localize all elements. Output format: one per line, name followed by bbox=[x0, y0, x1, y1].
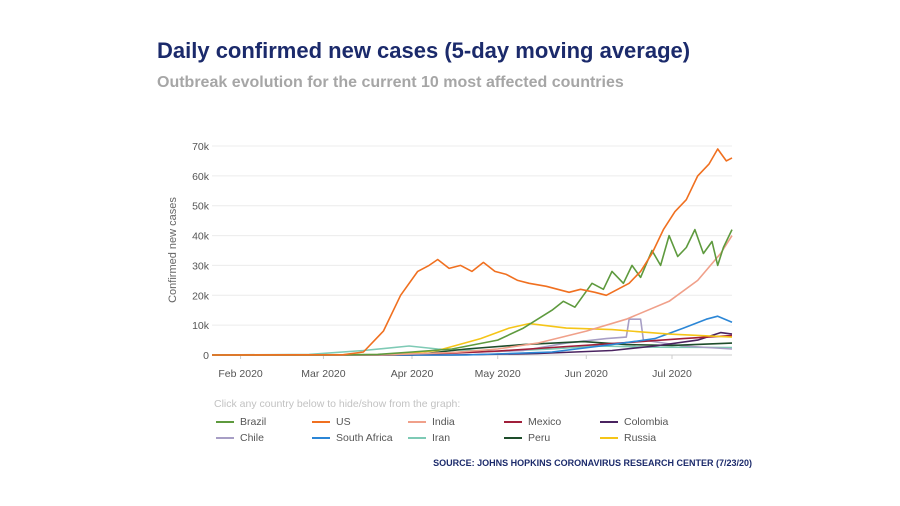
legend-item-iran[interactable]: Iran bbox=[408, 432, 504, 444]
series-line-brazil[interactable] bbox=[212, 228, 733, 356]
legend: Brazil US India Mexico Colombia Chile South Af… bbox=[216, 416, 716, 444]
y-tick-label: 40k bbox=[192, 231, 210, 243]
x-tick-label: Jul 2020 bbox=[652, 368, 692, 380]
series-line-india[interactable] bbox=[212, 235, 733, 356]
legend-label: Peru bbox=[528, 432, 551, 444]
legend-item-us[interactable]: US bbox=[312, 416, 408, 428]
x-tick-label: Jun 2020 bbox=[565, 368, 608, 380]
legend-label: South Africa bbox=[336, 432, 393, 444]
legend-swatch bbox=[504, 437, 522, 439]
legend-item-brazil[interactable]: Brazil bbox=[216, 416, 312, 428]
source-note: SOURCE: JOHNS HOPKINS CORONAVIRUS RESEAR… bbox=[433, 458, 752, 468]
legend-swatch bbox=[408, 421, 426, 423]
legend-item-chile[interactable]: Chile bbox=[216, 432, 312, 444]
legend-swatch bbox=[312, 437, 330, 439]
legend-label: Mexico bbox=[528, 416, 562, 428]
legend-label: Colombia bbox=[624, 416, 669, 428]
y-axis-label: Confirmed new cases bbox=[167, 197, 179, 303]
legend-swatch bbox=[504, 421, 522, 423]
legend-hint: Click any country below to hide/show fro… bbox=[214, 398, 461, 410]
page-subtitle: Outbreak evolution for the current 10 mo… bbox=[157, 74, 624, 91]
legend-swatch bbox=[216, 437, 234, 439]
legend-swatch bbox=[312, 421, 330, 423]
y-tick-label: 50k bbox=[192, 201, 210, 213]
legend-label: Iran bbox=[432, 432, 451, 444]
y-tick-label: 60k bbox=[192, 171, 210, 183]
legend-swatch bbox=[216, 421, 234, 423]
y-tick-label: 20k bbox=[192, 290, 210, 302]
y-tick-label: 70k bbox=[192, 141, 210, 153]
line-chart: 0 10k 20k 30k 40k 50k 60k 70k Feb 2020 Mar 2020 A… bbox=[167, 141, 733, 380]
legend-swatch bbox=[600, 437, 618, 439]
y-tick-label: 10k bbox=[192, 320, 210, 332]
legend-label: Brazil bbox=[240, 416, 267, 428]
x-tick-label: Feb 2020 bbox=[218, 368, 263, 380]
series-line-iran[interactable] bbox=[211, 345, 733, 356]
legend-item-russia[interactable]: Russia bbox=[600, 432, 696, 444]
x-tick-label: Mar 2020 bbox=[301, 368, 346, 380]
page-title: Daily confirmed new cases (5-day moving … bbox=[157, 38, 691, 63]
y-tick-label: 30k bbox=[192, 260, 210, 272]
legend-item-colombia[interactable]: Colombia bbox=[600, 416, 696, 428]
legend-item-peru[interactable]: Peru bbox=[504, 432, 600, 444]
series-line-russia[interactable] bbox=[211, 322, 733, 356]
legend-label: US bbox=[336, 416, 351, 428]
legend-item-mexico[interactable]: Mexico bbox=[504, 416, 600, 428]
x-tick-label: May 2020 bbox=[475, 368, 521, 380]
legend-swatch bbox=[408, 437, 426, 439]
legend-item-india[interactable]: India bbox=[408, 416, 504, 428]
legend-label: Russia bbox=[624, 432, 657, 444]
legend-item-south-africa[interactable]: South Africa bbox=[312, 432, 408, 444]
x-tick-label: Apr 2020 bbox=[391, 368, 434, 380]
series-line-south-africa[interactable] bbox=[212, 315, 733, 356]
legend-label: India bbox=[432, 416, 455, 428]
legend-label: Chile bbox=[240, 432, 264, 444]
y-tick-label: 0 bbox=[203, 350, 209, 362]
series-line-us[interactable] bbox=[211, 148, 733, 356]
legend-swatch bbox=[600, 421, 618, 423]
